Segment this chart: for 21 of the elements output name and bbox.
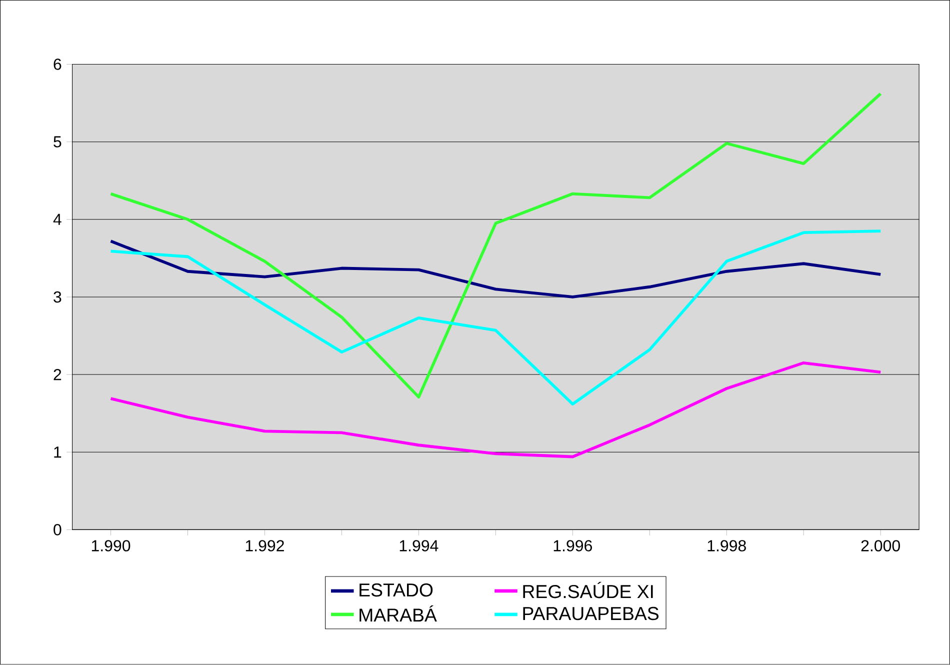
y-tick-label: 3: [54, 292, 62, 303]
y-tick-label: 6: [54, 58, 62, 70]
x-tick-label: 1.990: [92, 540, 130, 552]
y-tick-label: 4: [53, 214, 62, 226]
legend-label: ESTADO: [360, 584, 433, 597]
line-series: [109, 240, 882, 299]
x-tick-label: 1.994: [400, 540, 438, 552]
x-tick-label: 2.000: [861, 540, 900, 552]
line-series: [109, 362, 882, 458]
y-tick-label: 0: [54, 524, 62, 536]
y-tick-label: 1: [54, 446, 62, 458]
legend-label: MARABÁ: [360, 606, 437, 622]
x-tick-label: 1.996: [554, 540, 592, 552]
x-tick-label: 1.992: [246, 540, 284, 552]
x-tick-label: 1.998: [708, 540, 746, 552]
legend-label: REG.SAÚDE XI: [523, 582, 653, 598]
line-series: [109, 92, 882, 399]
line-series: [109, 230, 882, 406]
y-tick-label: 5: [54, 136, 62, 148]
y-tick-label: 2: [54, 369, 62, 380]
legend-label: PARAUAPEBAS: [523, 607, 659, 620]
